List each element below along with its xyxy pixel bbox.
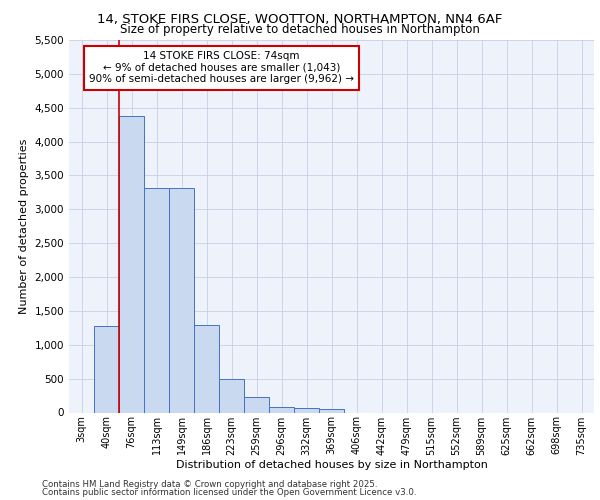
X-axis label: Distribution of detached houses by size in Northampton: Distribution of detached houses by size … <box>176 460 487 470</box>
Text: Contains public sector information licensed under the Open Government Licence v3: Contains public sector information licen… <box>42 488 416 497</box>
Bar <box>244 398 269 412</box>
Bar <box>94 326 119 412</box>
Bar <box>269 406 294 412</box>
Text: 14 STOKE FIRS CLOSE: 74sqm
← 9% of detached houses are smaller (1,043)
90% of se: 14 STOKE FIRS CLOSE: 74sqm ← 9% of detac… <box>89 51 354 84</box>
Bar <box>319 409 344 412</box>
Bar <box>169 188 194 412</box>
Text: Size of property relative to detached houses in Northampton: Size of property relative to detached ho… <box>120 22 480 36</box>
Bar <box>219 378 244 412</box>
Y-axis label: Number of detached properties: Number of detached properties <box>19 138 29 314</box>
Bar <box>294 408 319 412</box>
Text: Contains HM Land Registry data © Crown copyright and database right 2025.: Contains HM Land Registry data © Crown c… <box>42 480 377 489</box>
Bar <box>194 326 219 412</box>
Bar <box>144 188 169 412</box>
Text: 14, STOKE FIRS CLOSE, WOOTTON, NORTHAMPTON, NN4 6AF: 14, STOKE FIRS CLOSE, WOOTTON, NORTHAMPT… <box>97 12 503 26</box>
Bar <box>119 116 144 412</box>
